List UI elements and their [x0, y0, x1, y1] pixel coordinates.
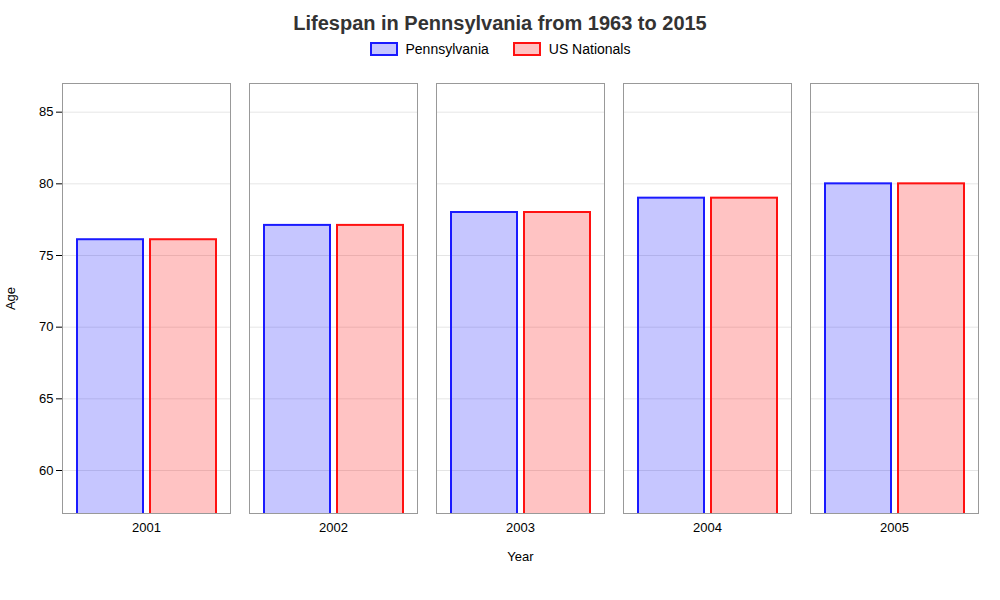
html-text:Pennsylvania: Pennsylvania: [405, 41, 489, 57]
svg-text:Age: Age: [3, 287, 18, 310]
svg-text:80: 80: [39, 176, 53, 191]
svg-text:85: 85: [39, 104, 53, 119]
svg-text:2001: 2001: [132, 520, 161, 535]
svg-text:70: 70: [39, 319, 53, 334]
svg-text:60: 60: [39, 463, 53, 478]
html-text:US Nationals: US Nationals: [548, 41, 631, 57]
svg-text:2005: 2005: [880, 520, 909, 535]
svg-text:2004: 2004: [693, 520, 722, 535]
svg-text:75: 75: [39, 248, 53, 263]
svg-text:2003: 2003: [506, 520, 535, 535]
svg-text:65: 65: [39, 391, 53, 406]
svg-text:2002: 2002: [319, 520, 348, 535]
svg-text:Year: Year: [507, 549, 534, 564]
html-text:Lifespan in Pennsylvania from: Lifespan in Pennsylvania from 1963 to 20…: [293, 12, 707, 34]
